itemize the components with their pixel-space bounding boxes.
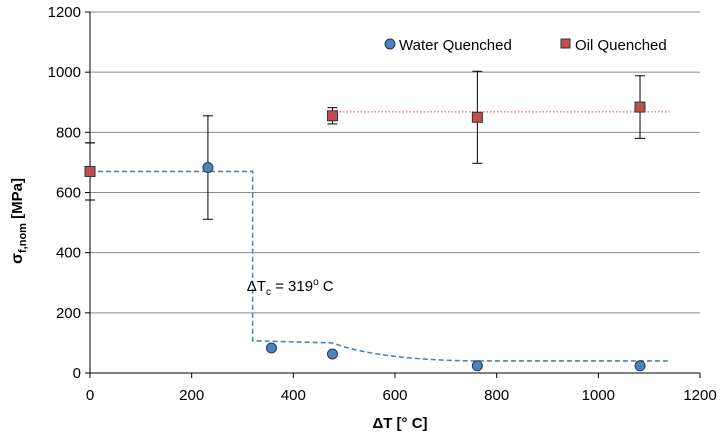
x-axis-title: ΔT [° C] (372, 415, 427, 432)
annotation-value: = 319 (271, 278, 313, 295)
x-tick-label: 1200 (683, 387, 716, 404)
water-quenched-point (202, 162, 214, 174)
oil-quenched-point (326, 110, 338, 122)
water-quenched-fit-line (90, 170, 670, 362)
oil-quenched-point (84, 165, 96, 177)
legend-item-water-quenched: Water Quenched (384, 37, 512, 54)
annotation-unit: C (319, 278, 334, 295)
y-axis-title: σf,nom [MPa] (9, 178, 29, 264)
y-tick-label: 200 (56, 305, 81, 322)
x-tick-label: 400 (281, 387, 306, 404)
legend-marker-oil-quenched (560, 38, 571, 49)
y-tick-label: 400 (56, 245, 81, 262)
error-bars (85, 70, 646, 220)
water-quenched-point (326, 348, 338, 360)
x-tick-label: 800 (484, 387, 509, 404)
annotation-delta: ΔT (247, 278, 266, 295)
y-tick-label: 600 (56, 185, 81, 202)
fit-lines (90, 111, 670, 362)
x-tick-label: 600 (382, 387, 407, 404)
legend-item-oil-quenched: Oil Quenched (560, 37, 667, 54)
annotation-subscript: c (266, 287, 271, 298)
water-quenched-point (634, 360, 646, 372)
critical-temperature-annotation: ΔTc = 319o C (247, 277, 334, 298)
plot-area (84, 11, 701, 378)
y-tick-label: 0 (73, 365, 81, 382)
x-tick-label: 200 (179, 387, 204, 404)
y-axis-title-subscript: f,nom (17, 223, 29, 253)
oil-quenched-point (634, 101, 646, 113)
x-tick-labels: 0 200 400 600 800 1000 1200 (86, 387, 717, 404)
y-axis-title-sigma: σ (9, 253, 26, 264)
y-tick-label: 1200 (48, 4, 81, 21)
gridlines (90, 11, 700, 314)
y-tick-label: 1000 (48, 64, 81, 81)
water-quenched-point (265, 342, 277, 354)
tick-marks (85, 11, 701, 378)
oil-quenched-point (471, 111, 483, 123)
legend-label-water-quenched: Water Quenched (399, 37, 512, 54)
x-tick-label: 0 (86, 387, 94, 404)
data-markers (84, 101, 646, 372)
legend-label-oil-quenched: Oil Quenched (575, 37, 667, 54)
annotation-superscript: o (313, 277, 319, 288)
legend-marker-water-quenched (384, 38, 396, 50)
legend: Water Quenched Oil Quenched (384, 37, 667, 54)
y-tick-label: 800 (56, 124, 81, 141)
y-tick-labels: 0 200 400 600 800 1000 1200 (48, 4, 81, 382)
water-quenched-point (471, 360, 483, 372)
y-axis-title-unit: [MPa] (9, 178, 26, 223)
x-tick-label: 1000 (582, 387, 615, 404)
